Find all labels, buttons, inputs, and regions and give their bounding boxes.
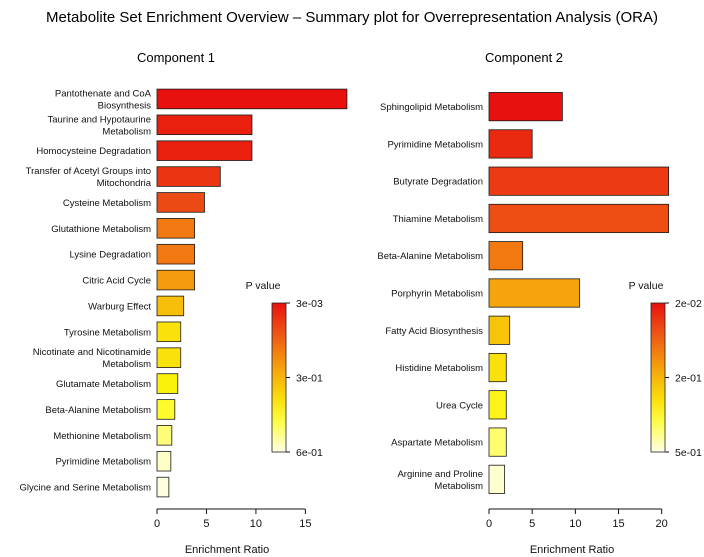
category-label: Citric Acid Cycle [82,276,151,287]
category-label: Warburg Effect [88,301,151,312]
bar [488,241,524,271]
category-label: Beta-Alanine Metabolism [45,405,151,416]
category-label: Mitochondria [97,178,152,189]
bar [156,140,253,161]
bar [488,352,507,383]
bar [156,425,173,446]
bar [156,347,182,368]
bar [156,476,170,498]
bar [156,295,185,317]
legend-tick-label: 2e-02 [675,298,702,310]
category-label: Biosynthesis [98,100,152,111]
legend-tick-label: 2e-01 [675,373,702,385]
x-tick-label: 5 [203,518,209,530]
bar [488,427,507,457]
legend-tick-label: 3e-01 [296,373,323,385]
bar [156,399,176,420]
legend-title: P value [629,280,664,292]
x-axis-label: Enrichment Ratio [530,544,614,556]
bar [156,450,172,472]
x-tick-label: 20 [656,518,668,530]
legend-title: P value [246,280,281,292]
x-tick-label: 10 [569,518,581,530]
category-label: Pantothenate and CoA [55,88,152,99]
panel-title: Component 1 [137,50,215,65]
legend-tick-label: 5e-01 [675,447,702,459]
category-label: Butyrate Degradation [393,177,483,188]
panel-component-2: Component 2 Sphingolipid Metabolism Pyrimi… [377,50,702,556]
category-label: Fatty Acid Biosynthesis [385,326,483,337]
p-value-colorbar [271,302,287,453]
bar [156,321,182,343]
x-tick-label: 15 [299,518,311,530]
category-label: Cysteine Metabolism [63,198,151,209]
bar [156,269,195,291]
bar [488,166,669,196]
panel-title: Component 2 [485,50,563,65]
category-label: Pyrimidine Metabolism [55,457,151,468]
category-label: Porphyrin Metabolism [391,289,483,300]
category-label: Pyrimidine Metabolism [387,139,483,150]
category-label: Thiamine Metabolism [393,214,483,225]
category-label: Sphingolipid Metabolism [380,102,483,113]
x-tick-label: 10 [250,518,262,530]
bar [156,166,221,187]
bar [156,192,205,213]
category-label: Metabolism [102,126,151,137]
bar [156,218,195,239]
x-tick-label: 15 [612,518,624,530]
bar [488,464,505,494]
category-label: Arginine and Proline [397,469,483,480]
bar [488,203,669,234]
bar [488,129,533,159]
category-label: Lysine Degradation [69,250,151,261]
category-label: Urea Cycle [436,400,483,411]
bar [156,243,195,265]
category-label: Nicotinate and Nicotinamide [33,347,151,358]
category-label: Methionine Metabolism [53,431,151,442]
p-value-colorbar [650,302,666,453]
category-label: Metabolism [102,359,151,370]
x-tick-label: 0 [154,518,160,530]
x-tick-label: 5 [529,518,535,530]
category-label: Transfer of Acetyl Groups into [26,166,151,177]
bar [488,315,511,345]
category-label: Beta-Alanine Metabolism [377,251,483,262]
figure-title: Metabolite Set Enrichment Overview – Sum… [46,9,658,26]
legend-tick-label: 6e-01 [296,447,323,459]
category-label: Glutamate Metabolism [56,379,151,390]
category-label: Taurine and Hypotaurine [47,114,151,125]
category-label: Glycine and Serine Metabolism [20,483,152,494]
x-tick-label: 0 [486,518,492,530]
category-label: Aspartate Metabolism [391,438,483,449]
category-label: Glutathione Metabolism [51,224,151,235]
category-label: Metabolism [434,481,483,492]
legend-tick-label: 3e-03 [296,298,323,310]
bar [488,278,581,308]
panel-component-1: Component 1 Pantothenate and CoABiosynthe… [20,50,348,556]
category-label: Homocysteine Degradation [36,146,151,157]
bar [156,373,179,394]
bar [156,88,348,110]
x-axis-label: Enrichment Ratio [185,544,269,556]
bar [488,92,563,122]
category-label: Histidine Metabolism [395,363,483,374]
bar [488,390,507,420]
category-label: Tyrosine Metabolism [64,327,151,338]
bar [156,114,253,136]
